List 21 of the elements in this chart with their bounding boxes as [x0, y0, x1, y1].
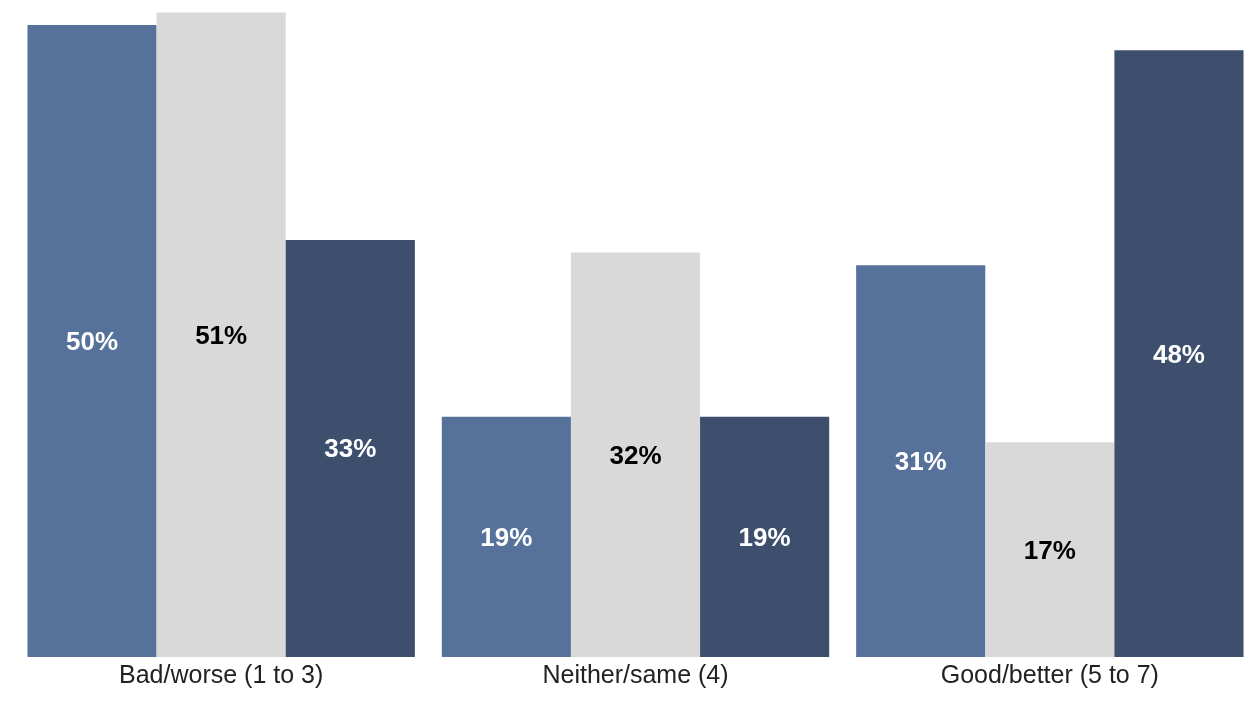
bar — [441, 416, 571, 657]
x-tick-label: Bad/worse (1 to 3) — [119, 660, 324, 688]
data-label: 51% — [195, 319, 248, 350]
bar — [856, 265, 986, 657]
data-label: 19% — [738, 521, 791, 552]
bar — [985, 442, 1115, 657]
bar — [1114, 50, 1244, 657]
data-label: 33% — [324, 433, 377, 464]
data-label: 48% — [1152, 338, 1205, 369]
data-label: 50% — [66, 326, 119, 357]
bar — [27, 25, 157, 657]
bar — [570, 252, 701, 657]
x-tick-label: Neither/same (4) — [542, 660, 729, 688]
bar — [285, 239, 415, 657]
bar — [156, 12, 286, 657]
data-label: 17% — [1023, 534, 1076, 565]
bar — [700, 416, 830, 657]
data-label: 32% — [609, 439, 662, 470]
data-label: 19% — [480, 521, 533, 552]
data-label: 31% — [894, 446, 947, 477]
x-tick-label: Good/better (5 to 7) — [940, 660, 1159, 688]
